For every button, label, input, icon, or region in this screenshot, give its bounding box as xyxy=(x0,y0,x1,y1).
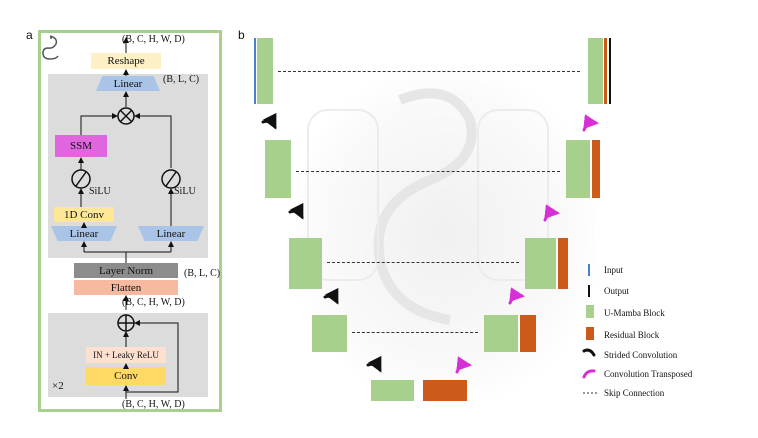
ssm-block: SSM xyxy=(55,135,107,157)
decoder-residual-block-2 xyxy=(558,238,568,289)
strided-conv-arrow-1 xyxy=(261,112,277,130)
mid-shape-label: (B, C, H, W, D) xyxy=(122,297,185,308)
panel-a-letter: a xyxy=(26,28,33,42)
legend-strided-label: Strided Convolution xyxy=(604,350,678,360)
layer-norm-block: Layer Norm xyxy=(74,263,178,278)
legend-skip-label: Skip Connection xyxy=(604,388,665,398)
bottleneck-umamba-block xyxy=(371,380,414,401)
legend-output-swatch xyxy=(588,285,590,297)
decoder-umamba-block-2 xyxy=(525,238,556,289)
decoder-umamba-block-0 xyxy=(588,38,603,104)
linear-right-block: Linear xyxy=(138,226,204,241)
strided-conv-arrow-3 xyxy=(323,287,339,305)
flatten-block: Flatten xyxy=(74,280,178,295)
repeat-label: ×2 xyxy=(52,380,64,392)
bottom-shape-label: (B, C, H, W, D) xyxy=(122,399,185,410)
decoder-residual-block-1 xyxy=(592,140,600,198)
legend-transposed-label: Convolution Transposed xyxy=(604,369,693,379)
decoder-residual-block-0 xyxy=(604,38,607,104)
legend-strided-icon xyxy=(582,348,596,357)
strided-conv-arrow-2 xyxy=(288,202,304,220)
legend-input-label: Input xyxy=(604,265,623,275)
decoder-umamba-block-1 xyxy=(566,140,590,198)
encoder-umamba-block-1 xyxy=(265,140,291,198)
blc-top-label: (B, L, C) xyxy=(163,74,200,85)
reshape-block: Reshape xyxy=(91,53,161,69)
skip-connection-1 xyxy=(296,171,560,172)
encoder-umamba-block-3 xyxy=(312,315,347,352)
silu-right-label: SiLU xyxy=(174,186,196,197)
legend-umamba-swatch xyxy=(586,305,594,318)
blc-mid-label: (B, L, C) xyxy=(184,268,221,279)
legend-residual-label: Residual Block xyxy=(604,330,660,340)
decoder-umamba-block-3 xyxy=(484,315,518,352)
legend-input-swatch xyxy=(588,264,590,276)
transposed-conv-arrow-4 xyxy=(455,356,472,374)
panel-b-letter: b xyxy=(238,28,245,42)
legend-transposed-icon xyxy=(582,369,596,379)
transposed-conv-arrow-2 xyxy=(543,204,560,222)
encoder-umamba-block-0 xyxy=(257,38,273,104)
strided-conv-arrow-4 xyxy=(366,355,382,373)
silu-left-label: SiLU xyxy=(89,186,111,197)
linear-top-block: Linear xyxy=(96,76,160,91)
linear-left-block: Linear xyxy=(51,226,117,241)
bottleneck-residual-block xyxy=(423,380,467,401)
skip-connection-0 xyxy=(278,71,580,72)
conv-block: Conv xyxy=(86,367,166,385)
encoder-umamba-block-2 xyxy=(289,238,322,289)
transposed-conv-arrow-3 xyxy=(508,287,525,305)
transposed-conv-arrow-1 xyxy=(582,114,599,132)
legend-residual-swatch xyxy=(586,327,594,340)
output-bar xyxy=(609,38,611,104)
skip-connection-2 xyxy=(327,262,519,263)
input-bar xyxy=(254,38,256,104)
in-leaky-relu-block: IN + Leaky ReLU xyxy=(86,347,166,363)
decoder-residual-block-3 xyxy=(520,315,536,352)
legend-umamba-label: U-Mamba Block xyxy=(604,308,665,318)
skip-connection-3 xyxy=(352,332,478,333)
conv1d-block: 1D Conv xyxy=(54,207,114,222)
panel-a-frame xyxy=(38,30,222,412)
top-shape-label: (B, C, H, W, D) xyxy=(122,34,185,45)
legend-output-label: Output xyxy=(604,286,630,296)
